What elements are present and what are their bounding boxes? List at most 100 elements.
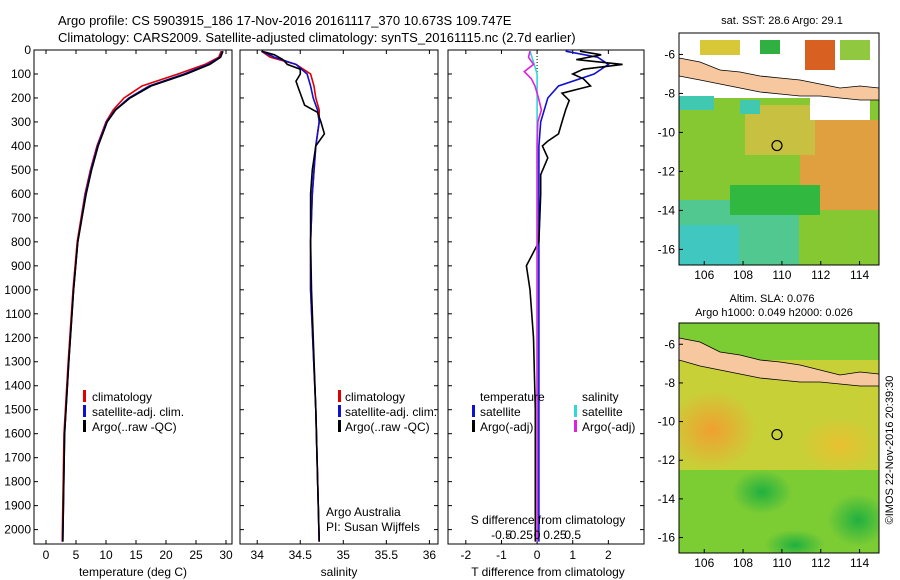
depth-tick-label: 1200 <box>4 331 31 345</box>
map-lon-label: 112 <box>811 268 830 282</box>
legend-swatch-climatology <box>83 390 86 402</box>
map-lon-label: 110 <box>772 268 791 282</box>
legend-swatch-climatology <box>338 390 341 402</box>
map-lat-label: -10 <box>658 125 676 139</box>
map-lat-label: -14 <box>658 492 676 506</box>
legend-swatch-argo-t <box>472 420 475 432</box>
legend-label-climatology: climatology <box>92 390 152 404</box>
salinity-legend: climatology satellite-adj. clim. Argo(..… <box>338 390 437 434</box>
temperature-plot-frame <box>33 49 233 545</box>
x-tick-label: 30 <box>219 548 233 562</box>
map-lat-label: -12 <box>658 164 676 178</box>
figure-title-line1: Argo profile: CS 5903915_186 17-Nov-2016… <box>58 13 512 28</box>
depth-tick-label: 1100 <box>5 307 31 321</box>
x-tick-label: 25 <box>189 548 203 562</box>
sst-argo-marker <box>771 139 783 152</box>
x-tick-label: 35 <box>337 548 351 562</box>
depth-tick-label: 1600 <box>4 427 31 441</box>
depth-tick-label: 1900 <box>4 499 31 513</box>
map-lon-label: 114 <box>850 268 869 282</box>
sst-land-java <box>679 57 879 101</box>
map-lon-label: 108 <box>733 556 753 570</box>
sla-map-ticks: 106 108 110 112 114 -6 -8 -10 -12 -14 -16 <box>658 337 870 570</box>
series-line-satellite-adj-clim <box>261 50 321 542</box>
sst-map-field <box>679 33 879 265</box>
depth-axis-ticks: 0 100 200 300 400 500 600 700 800 900 1000 1100 1200… <box>4 43 38 537</box>
sla-land-java <box>679 337 879 387</box>
x-tick-label: 1 <box>569 548 576 562</box>
series-line-argo-raw-qc <box>261 50 326 542</box>
legend-label-satellite: satellite-adj. clim. <box>345 405 437 419</box>
temperature-legend: climatology satellite-adj. clim. Argo(..… <box>83 390 184 434</box>
legend-label-argo-s: Argo(-adj) <box>582 420 635 434</box>
depth-tick-label: 400 <box>11 139 31 153</box>
salinity-xlabel: salinity <box>321 565 358 579</box>
depth-tick-label: 700 <box>11 211 31 225</box>
temperature-x-ticks: 0 5 10 15 20 25 30 <box>43 50 233 562</box>
sst-field-north-cells1 <box>700 40 740 55</box>
sla-field-warm-blob2 <box>800 417 879 473</box>
series-line-argo-t <box>525 50 623 542</box>
depth-tick-label: 1400 <box>4 379 31 393</box>
legend-swatch-satellite <box>83 405 86 417</box>
map-lat-label: -8 <box>664 376 675 390</box>
s-tick-label: 0.25 <box>543 528 567 542</box>
salinity-plot-frame <box>239 49 439 545</box>
sst-field-coast-teal2 <box>740 100 760 114</box>
legend-swatch-satellite <box>338 405 341 417</box>
legend-swatch-argo <box>338 420 341 432</box>
x-tick-label: 0 <box>43 548 50 562</box>
x-tick-label: 15 <box>129 548 143 562</box>
temperature-xlabel: temperature (deg C) <box>79 565 187 579</box>
legend-label-satellite: satellite-adj. clim. <box>92 405 184 419</box>
difference-x-ticks: -2 -1 0 1 2 <box>460 50 612 562</box>
map-lon-label: 114 <box>850 556 869 570</box>
series-line-satellite-adj-clim <box>62 50 224 542</box>
depth-tick-label: 1500 <box>4 403 31 417</box>
x-tick-label: 2 <box>605 548 612 562</box>
map-lon-label: 112 <box>811 556 830 570</box>
difference-plot-frame <box>447 49 645 545</box>
salinity-annotation-line1: Argo Australia <box>326 505 401 519</box>
depth-tick-label: 300 <box>11 115 31 129</box>
series-line-argo-raw-qc <box>62 50 224 542</box>
x-tick-label: 35.5 <box>375 548 399 562</box>
s-tick-label: 0.5 <box>564 528 581 542</box>
map-lat-label: -14 <box>658 203 676 217</box>
map-lat-label: -16 <box>658 242 676 256</box>
s-difference-ticks: -0.5-0.25 0 0.250.5 <box>491 528 581 542</box>
s-tick-label: -0.5 <box>491 528 512 542</box>
series-line-satellite-t <box>538 50 610 542</box>
depth-tick-label: 0 <box>24 43 31 57</box>
s-tick-label: -0.25 <box>506 528 534 542</box>
map-lat-label: -6 <box>664 337 675 351</box>
salinity-annotation-line2: PI: Susan Wijffels <box>326 520 420 534</box>
legend-swatch-satellite-s <box>574 405 577 417</box>
difference-xlabel: T difference from climatology <box>471 565 625 579</box>
sst-field-cool-sw2 <box>679 225 739 265</box>
legend-swatch-argo-s <box>574 420 577 432</box>
depth-tick-label: 800 <box>11 235 31 249</box>
x-tick-label: 34 <box>251 548 265 562</box>
x-tick-label: -2 <box>460 548 471 562</box>
map-lat-label: -10 <box>658 415 676 429</box>
s-tick-label: 0 <box>534 528 541 542</box>
legend-swatch-satellite-t <box>472 405 475 417</box>
sla-map-frame <box>678 322 880 554</box>
depth-tick-label: 1000 <box>4 283 31 297</box>
sla-field-green-blob1 <box>732 470 792 514</box>
depth-tick-label: 900 <box>11 259 31 273</box>
sst-field-north-cells4 <box>840 40 870 60</box>
legend-title-temperature: temperature <box>480 390 545 404</box>
depth-tick-label: 1800 <box>4 475 31 489</box>
temperature-lines <box>61 50 224 542</box>
x-tick-label: 0 <box>534 548 541 562</box>
figure-title-line2: Climatology: CARS2009. Satellite-adjuste… <box>58 30 576 45</box>
difference-lines <box>523 50 623 542</box>
legend-label-satellite-t: satellite <box>480 405 521 419</box>
legend-label-satellite-s: satellite <box>582 405 623 419</box>
x-tick-label: 36 <box>423 548 437 562</box>
legend-title-salinity: salinity <box>582 390 619 404</box>
legend-label-argo-t: Argo(-adj) <box>480 420 533 434</box>
depth-tick-label: 2000 <box>4 523 31 537</box>
